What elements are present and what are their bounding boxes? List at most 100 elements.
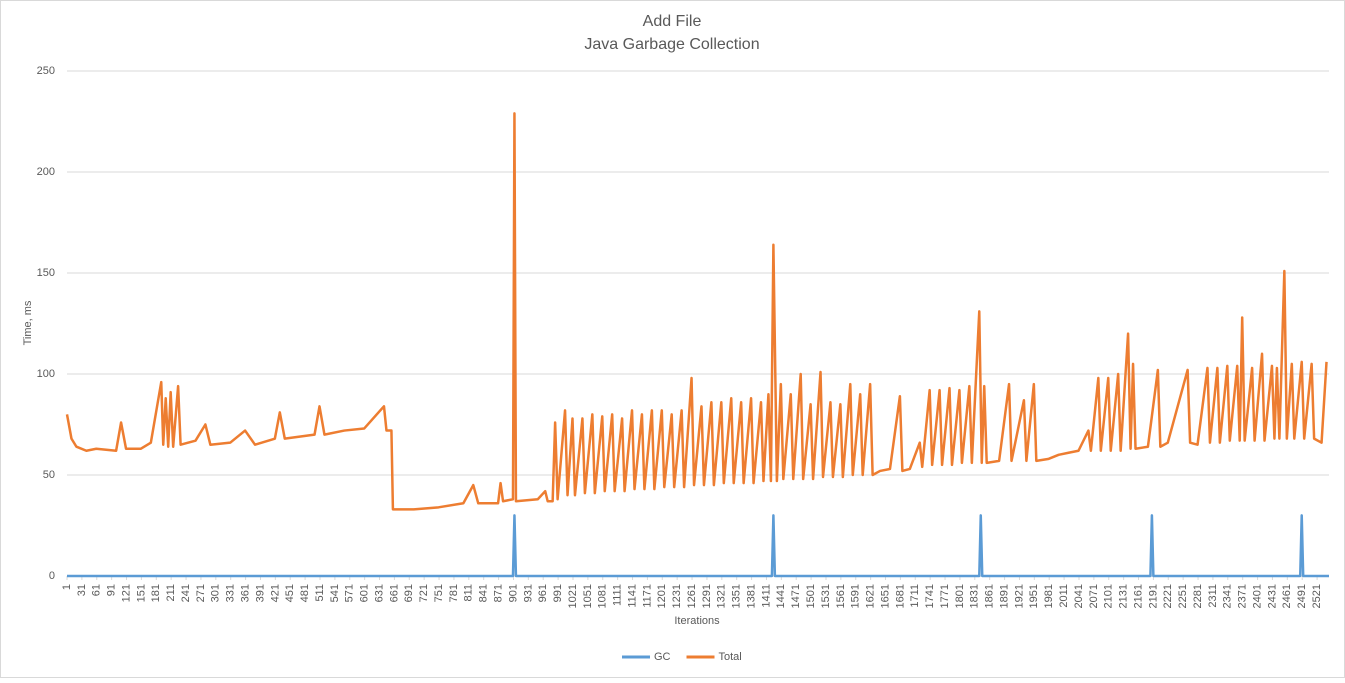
y-tick-label: 150: [37, 267, 55, 279]
x-tick-label: 331: [225, 584, 237, 602]
x-tick-label: 181: [150, 584, 162, 602]
x-tick-label: 1891: [998, 584, 1010, 608]
x-tick-label: 2221: [1162, 584, 1174, 608]
x-tick-label: 1261: [686, 584, 698, 608]
y-axis-label: Time, ms: [22, 300, 34, 345]
x-tick-label: 571: [344, 584, 356, 602]
x-tick-label: 1081: [597, 584, 609, 608]
x-tick-label: 2341: [1222, 584, 1234, 608]
x-tick-label: 1771: [939, 584, 951, 608]
x-tick-label: 541: [329, 584, 341, 602]
x-tick-label: 511: [314, 584, 326, 602]
x-tick-label: 1141: [626, 584, 638, 608]
series-line: [65, 112, 1328, 511]
x-tick-label: 1501: [805, 584, 817, 608]
x-tick-label: 2011: [1058, 584, 1070, 608]
x-tick-label: 2041: [1073, 584, 1085, 608]
x-tick-label: 1351: [731, 584, 743, 608]
x-tick-label: 1531: [820, 584, 832, 608]
x-tick-label: 61: [91, 584, 103, 596]
x-tick-label: 781: [448, 584, 460, 602]
x-tick-label: 241: [180, 584, 192, 602]
x-tick-label: 931: [522, 584, 534, 602]
x-tick-label: 391: [254, 584, 266, 602]
legend-label: Total: [719, 651, 742, 663]
x-tick-label: 1321: [716, 584, 728, 608]
x-tick-label: 631: [373, 584, 385, 602]
x-tick-label: 1381: [745, 584, 757, 608]
x-tick-label: 2101: [1103, 584, 1115, 608]
x-tick-label: 1441: [775, 584, 787, 608]
x-tick-label: 601: [359, 584, 371, 602]
x-tick-label: 31: [76, 584, 88, 596]
x-tick-label: 2281: [1192, 584, 1204, 608]
chart-title: Add File: [643, 13, 702, 30]
x-tick-label: 301: [210, 584, 222, 602]
series-line: [67, 514, 1329, 578]
x-tick-label: 901: [507, 584, 519, 602]
x-tick-label: 121: [120, 584, 132, 602]
x-tick-label: 2131: [1118, 584, 1130, 608]
x-tick-label: 481: [299, 584, 311, 602]
x-axis-label: Iterations: [674, 615, 720, 627]
x-tick-label: 1711: [909, 584, 921, 608]
x-tick-label: 2461: [1281, 584, 1293, 608]
x-tick-label: 1801: [954, 584, 966, 608]
x-tick-label: 2491: [1296, 584, 1308, 608]
x-tick-label: 1981: [1043, 584, 1055, 608]
chart-subtitle: Java Garbage Collection: [584, 36, 759, 53]
x-tick-label: 1921: [1013, 584, 1025, 608]
x-tick-label: 1651: [879, 584, 891, 608]
x-tick-label: 841: [478, 584, 490, 602]
x-tick-label: 1231: [671, 584, 683, 608]
x-tick-label: 991: [552, 584, 564, 602]
x-tick-label: 961: [537, 584, 549, 602]
x-tick-label: 691: [403, 584, 415, 602]
x-tick-label: 2311: [1207, 584, 1219, 608]
x-tick-label: 2071: [1088, 584, 1100, 608]
x-tick-label: 271: [195, 584, 207, 602]
x-tick-label: 1831: [969, 584, 981, 608]
x-tick-label: 451: [284, 584, 296, 602]
x-tick-label: 1561: [835, 584, 847, 608]
x-tick-label: 1201: [656, 584, 668, 608]
x-tick-label: 721: [418, 584, 430, 602]
x-tick-label: 2161: [1132, 584, 1144, 608]
x-tick-label: 2521: [1311, 584, 1323, 608]
x-tick-label: 751: [433, 584, 445, 602]
x-tick-label: 1861: [984, 584, 996, 608]
x-tick-label: 1411: [760, 584, 772, 608]
x-tick-label: 151: [135, 584, 147, 602]
x-tick-label: 1621: [865, 584, 877, 608]
x-tick-label: 2191: [1147, 584, 1159, 608]
x-tick-label: 1051: [582, 584, 594, 608]
x-tick-label: 91: [106, 584, 118, 596]
x-tick-label: 871: [492, 584, 504, 602]
x-tick-label: 1471: [790, 584, 802, 608]
x-tick-label: 1: [61, 584, 73, 590]
x-tick-label: 361: [239, 584, 251, 602]
y-tick-label: 50: [43, 469, 55, 481]
x-tick-label: 1291: [701, 584, 713, 608]
y-tick-label: 0: [49, 570, 55, 582]
x-tick-label: 1741: [924, 584, 936, 608]
x-tick-label: 1111: [612, 584, 624, 606]
x-tick-label: 1681: [894, 584, 906, 608]
x-tick-label: 1591: [850, 584, 862, 608]
x-tick-label: 421: [269, 584, 281, 602]
y-tick-label: 250: [37, 65, 55, 77]
legend-label: GC: [654, 651, 671, 663]
x-tick-label: 2251: [1177, 584, 1189, 608]
x-tick-label: 1171: [641, 584, 653, 608]
y-tick-label: 200: [37, 166, 55, 178]
x-tick-label: 1021: [567, 584, 579, 608]
x-tick-label: 661: [388, 584, 400, 602]
x-tick-label: 2401: [1251, 584, 1263, 608]
x-tick-label: 1951: [1028, 584, 1040, 608]
x-tick-label: 2431: [1266, 584, 1278, 608]
x-tick-label: 811: [463, 584, 475, 602]
x-tick-label: 211: [165, 584, 177, 602]
x-tick-label: 2371: [1237, 584, 1249, 608]
y-tick-label: 100: [37, 368, 55, 380]
